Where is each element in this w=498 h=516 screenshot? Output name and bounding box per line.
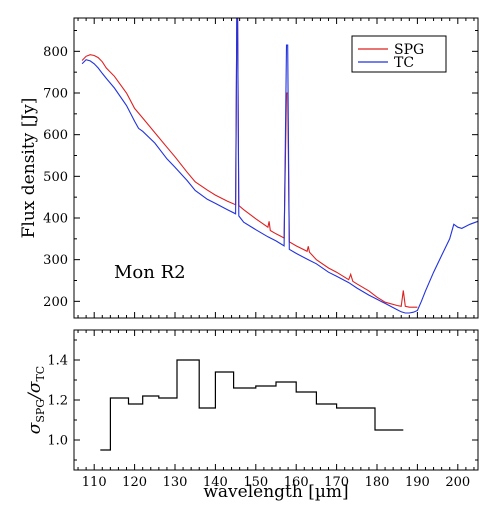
series-line-tc xyxy=(81,17,479,314)
ratio-y-label-part: TC xyxy=(34,366,47,382)
x-tick-label: 120 xyxy=(122,475,147,490)
x-tick-label: 110 xyxy=(82,475,107,490)
ratio-x-ticks: 110 120 130 140 150 160 170 180 190 200 xyxy=(77,330,475,490)
x-tick-label: 180 xyxy=(365,475,390,490)
x-tick-label: 160 xyxy=(284,475,309,490)
x-tick-label: 150 xyxy=(243,475,268,490)
x-axis-label: wavelength [µm] xyxy=(203,482,348,502)
x-tick-label: 140 xyxy=(203,475,228,490)
y-tick-label: 700 xyxy=(43,87,68,102)
ratio-panel: 1.0 1.2 1.4 110 120 130 140 150 160 170 180 190 200… xyxy=(25,329,479,502)
x-tick-label: 200 xyxy=(445,475,470,490)
ratio-y-axis-label: σSPG/σTC xyxy=(25,366,47,434)
ratio-step-line xyxy=(100,359,404,451)
y-tick-label: 400 xyxy=(43,212,68,227)
ratio-y-tick-label: 1.2 xyxy=(47,394,68,409)
y-tick-label: 600 xyxy=(43,128,68,143)
y-tick-label: 200 xyxy=(43,295,68,310)
x-tick-label: 190 xyxy=(405,475,430,490)
ratio-panel-frame xyxy=(73,329,479,471)
flux-series-group xyxy=(81,17,479,314)
series-line-spg xyxy=(81,17,418,308)
legend: SPG TC xyxy=(351,35,447,73)
legend-box xyxy=(351,35,447,73)
legend-label-spg: SPG xyxy=(394,42,424,58)
ratio-y-label-part: σ xyxy=(25,422,45,434)
x-tick-label: 170 xyxy=(324,475,349,490)
x-tick-label: 130 xyxy=(163,475,188,490)
ratio-y-label-part: SPG xyxy=(34,399,47,423)
flux-y-ticks: 200 300 400 500 600 700 800 xyxy=(43,30,478,310)
source-annotation: Mon R2 xyxy=(114,262,186,283)
ratio-y-tick-label: 1.0 xyxy=(47,434,68,449)
flux-y-axis-label: Flux density [Jy] xyxy=(19,98,39,239)
ratio-y-ticks: 1.0 1.2 1.4 xyxy=(47,339,478,461)
y-tick-label: 300 xyxy=(43,253,68,268)
flux-x-ticks xyxy=(77,18,475,318)
legend-label-tc: TC xyxy=(394,55,414,71)
ratio-y-tick-label: 1.4 xyxy=(47,354,68,369)
flux-panel-frame xyxy=(73,17,479,319)
y-tick-label: 500 xyxy=(43,170,68,185)
y-tick-label: 800 xyxy=(43,45,68,60)
ratio-y-label-part: /σ xyxy=(25,381,45,401)
